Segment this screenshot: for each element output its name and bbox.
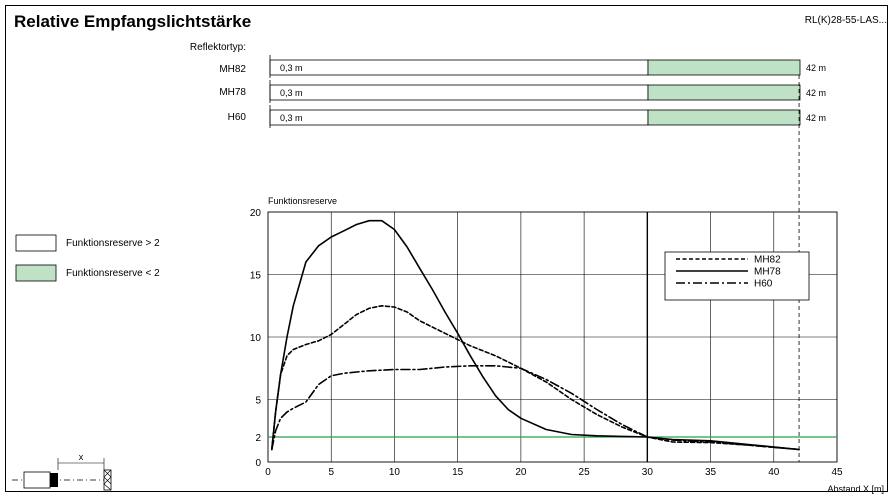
- series-group: [270, 219, 800, 451]
- reflector-row: MH82 0,3 m 42 m: [219, 55, 826, 78]
- reflector-shape: [103, 469, 112, 491]
- reflector-hatch: [103, 469, 112, 478]
- range-max: 42 m: [806, 88, 826, 98]
- x-tick-label: 40: [768, 467, 780, 478]
- x-axis-label: Abstand X [m]: [827, 484, 884, 494]
- x-tick-label: 25: [579, 467, 591, 478]
- reflector-name: MH78: [219, 87, 246, 98]
- sensor-lens: [50, 473, 58, 487]
- range-bar-white: [269, 109, 649, 126]
- series-line-mh78: [270, 219, 800, 451]
- legend-swatch-green: [15, 264, 57, 282]
- grid-lines: [267, 211, 838, 463]
- range-max: 42 m: [806, 113, 826, 123]
- legend-label: MH82: [754, 255, 781, 266]
- legend-label: MH78: [754, 267, 781, 278]
- legend-label: H60: [754, 279, 773, 290]
- y-tick-label: 15: [250, 271, 262, 282]
- x-tick-label: 5: [328, 467, 334, 478]
- x-tick-label: 20: [515, 467, 527, 478]
- range-min: 0,3 m: [280, 88, 303, 98]
- legend-frame: [664, 251, 810, 301]
- range-bar-white: [269, 84, 649, 101]
- chart-area: Funktionsreserve 0 5 10 15 20 25 30 35 40 4502510…: [250, 75, 884, 494]
- y-tick-label: 5: [255, 396, 261, 407]
- y-tick-label: 20: [250, 208, 262, 219]
- y-tick-label: 2: [255, 433, 261, 444]
- legend-box-high: Funktionsreserve > 2: [15, 234, 160, 252]
- chart-title: Funktionsreserve: [268, 196, 337, 206]
- x-tick-label: 15: [452, 467, 464, 478]
- legend-box-low: Funktionsreserve < 2: [15, 264, 160, 282]
- sensor-diagram-icon: x: [12, 452, 112, 491]
- reflector-name: H60: [228, 112, 247, 123]
- reflector-hatch: [103, 476, 112, 485]
- sensor-body: [23, 471, 51, 489]
- legend-box-label: Funktionsreserve < 2: [66, 268, 160, 279]
- reflector-row: MH78 0,3 m 42 m: [219, 80, 826, 103]
- series-line-h60: [270, 364, 800, 451]
- range-bar-green: [647, 109, 801, 126]
- range-min: 0,3 m: [280, 113, 303, 123]
- figure-frame: [5, 5, 888, 492]
- product-code: RL(K)28-55-LAS...: [804, 15, 887, 26]
- x-tick-label: 35: [705, 467, 717, 478]
- reflector-rows: MH82 0,3 m 42 m MH78 0,3 m 42 m H60: [219, 55, 826, 128]
- range-bar-green: [647, 84, 801, 101]
- series-line-mh82: [270, 304, 800, 451]
- page-title: Relative Empfangslichtstärke: [14, 12, 252, 31]
- range-bar-white: [269, 59, 649, 76]
- x-tick-label: 30: [642, 467, 654, 478]
- x-tick-label: 45: [831, 467, 843, 478]
- reflector-row: H60 0,3 m 42 m: [228, 105, 826, 128]
- y-tick-label: 0: [255, 458, 261, 469]
- reflector-name: MH82: [219, 64, 246, 75]
- reflector-label: Reflektortyp:: [190, 42, 246, 53]
- range-min: 0,3 m: [280, 63, 303, 73]
- y-tick-label: 10: [250, 333, 262, 344]
- dimension-label: x: [79, 452, 84, 462]
- range-max: 42 m: [806, 63, 826, 73]
- x-tick-label: 0: [265, 467, 271, 478]
- legend-box-label: Funktionsreserve > 2: [66, 238, 160, 249]
- reflector-hatch: [103, 483, 112, 491]
- legend-swatch-white: [15, 234, 57, 252]
- range-bar-green: [647, 59, 801, 76]
- x-tick-label: 10: [389, 467, 401, 478]
